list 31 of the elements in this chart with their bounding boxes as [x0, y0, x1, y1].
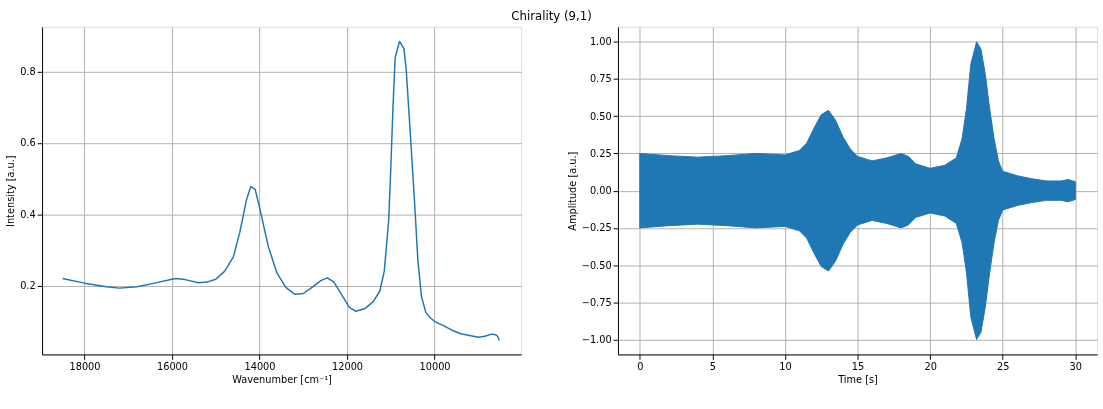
x-tick-label: 30 [1069, 360, 1083, 372]
x-tick-label: 5 [709, 360, 716, 372]
x-axis-title: Time [s] [837, 374, 878, 386]
y-tick-label: 0.50 [589, 110, 612, 122]
y-tick-label: −0.50 [581, 259, 612, 271]
x-axis-title: Wavenumber [cm⁻¹] [232, 374, 332, 386]
y-tick-label: 1.00 [589, 36, 612, 48]
x-tick-label: 18000 [69, 360, 101, 372]
y-tick-label: 0.75 [589, 73, 612, 85]
y-tick-label: −1.00 [581, 333, 612, 345]
y-tick-label: 0.6 [20, 137, 36, 149]
y-tick-label: 0.4 [20, 208, 36, 220]
x-tick-label: 10 [779, 360, 792, 372]
line-series [61, 40, 501, 342]
y-axis-title: Amplitude [a.u.] [566, 151, 578, 231]
x-tick-label: 10000 [419, 360, 451, 372]
x-tick-label: 25 [997, 360, 1010, 372]
x-tick-label: 12000 [331, 360, 364, 372]
y-tick-label: −0.25 [581, 222, 612, 234]
text: Chirality (9,1) [511, 8, 592, 23]
x-tick-label: 0 [637, 360, 644, 372]
x-tick-label: 20 [924, 360, 937, 372]
y-tick-label: −0.75 [581, 296, 612, 308]
y-tick-label: 0.25 [589, 147, 612, 159]
y-tick-label: 0.2 [20, 280, 36, 292]
x-tick-label: 16000 [156, 360, 189, 372]
y-tick-label: 0.00 [589, 185, 612, 197]
x-tick-label: 15 [851, 360, 865, 372]
x-tick-label: 14000 [244, 360, 276, 372]
y-tick-label: 0.8 [20, 66, 36, 78]
y-axis-title: Intensity [a.u.] [5, 155, 17, 227]
